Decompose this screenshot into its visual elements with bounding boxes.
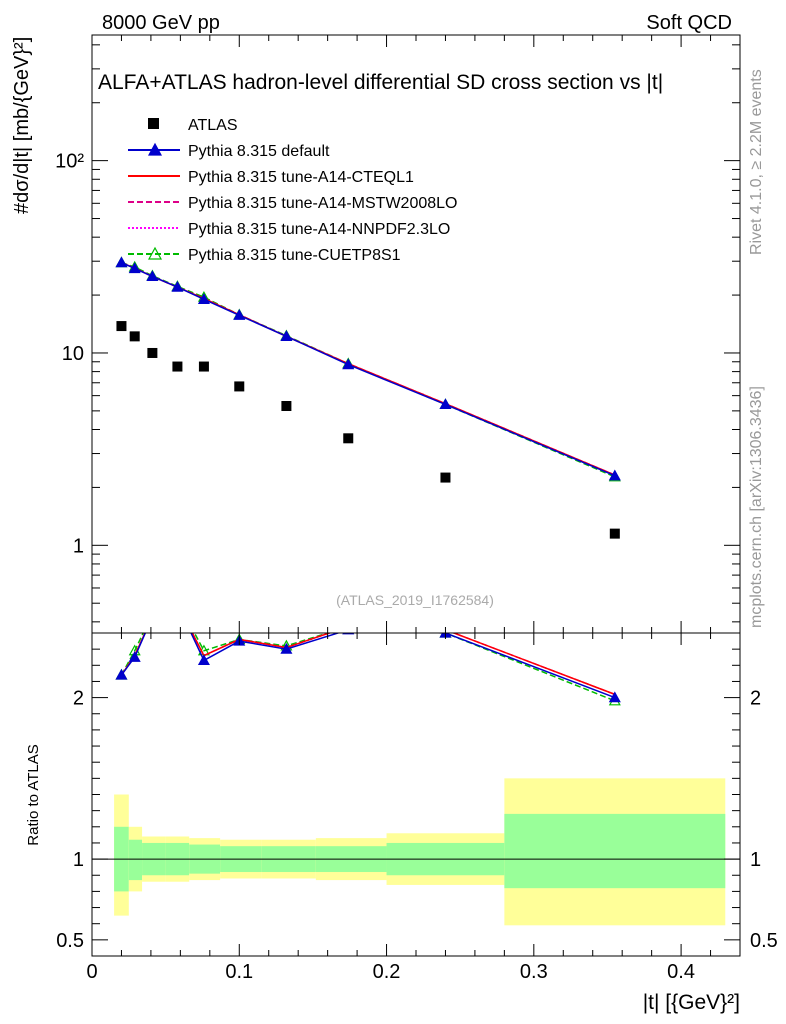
ratio-series-layer xyxy=(115,633,621,706)
main-y-tick-label: 10² xyxy=(55,151,84,173)
main-marker-pythia-8-315-default xyxy=(342,358,355,370)
ratio-line-pythia-8-315-tune-cuetp8s1 xyxy=(120,633,616,702)
ratio-marker-pythia-8-315-default xyxy=(115,668,128,680)
main-y-tick-label: 10 xyxy=(62,343,84,365)
ratio-marker-pythia-8-315-default xyxy=(280,642,293,654)
main-panel: 1 10 10² ALFA+ATLAS hadron-level different… xyxy=(11,34,741,634)
ratio-marker-pythia-8-315-default xyxy=(128,650,141,662)
legend-marker xyxy=(147,142,163,156)
atlas-data-point xyxy=(281,401,292,412)
main-marker-pythia-8-315-default xyxy=(608,469,621,481)
main-marker-pythia-8-315-default xyxy=(233,309,246,320)
ratio-y-axis-label: Ratio to ATLAS xyxy=(25,744,42,845)
ratio-line-pythia-8-315-default xyxy=(120,633,616,699)
legend-entry-pythia-8-315-tune-a14-nnpdf2-3lo: Pythia 8.315 tune-A14-NNPDF2.3LO xyxy=(128,221,450,238)
x-tick-label: 0.2 xyxy=(373,961,401,983)
ratio-marker-pythia-8-315-default xyxy=(608,691,621,703)
atlas-data-point xyxy=(234,381,245,392)
legend-entry-pythia-8-315-tune-cuetp8s1: Pythia 8.315 tune-CUETP8S1 xyxy=(128,246,401,264)
x-tick-label: 0 xyxy=(86,961,97,983)
legend-label: Pythia 8.315 tune-A14-CTEQL1 xyxy=(188,169,414,186)
legend-entry-atlas: ATLAS xyxy=(148,117,238,134)
legend-marker-atlas xyxy=(148,118,159,129)
ratio-panel: 0.5 0.5 1 1 2 2 Ratio to ATLAS xyxy=(25,632,778,957)
main-marker-pythia-8-315-default xyxy=(171,280,184,292)
legend-label: ATLAS xyxy=(188,117,238,134)
ratio-y-tick-label-left: 2 xyxy=(73,688,84,710)
main-line-pythia-8-315-default xyxy=(121,261,616,477)
atlas-data-point xyxy=(440,472,451,483)
x-axis-label: |t| [{GeV}²] xyxy=(643,991,740,1014)
legend-label: Pythia 8.315 default xyxy=(188,143,330,160)
atlas-data-point xyxy=(147,347,158,358)
main-y-axis-label: #dσ/d|t| [mb/{GeV}²] xyxy=(11,37,33,214)
ratio-y-tick-label-left: 1 xyxy=(73,849,84,871)
ratio-inner-band xyxy=(128,839,143,881)
main-marker-pythia-8-315-default xyxy=(115,256,128,268)
main-marker-pythia-8-315-default xyxy=(128,262,141,274)
atlas-data-point xyxy=(609,528,620,539)
legend-label: Pythia 8.315 tune-A14-MSTW2008LO xyxy=(188,195,457,212)
main-marker-pythia-8-315-default xyxy=(439,398,452,410)
x-axis-ticks: 0 0.1 0.2 0.3 0.4 xyxy=(86,35,712,983)
main-series-atlas xyxy=(116,321,620,539)
ratio-y-tick-label-right: 2 xyxy=(750,688,761,710)
atlas-data-point xyxy=(116,321,127,332)
atlas-data-point xyxy=(172,361,183,372)
analysis-id-label: (ATLAS_2019_I1762584) xyxy=(336,592,494,608)
legend-entry-pythia-8-315-default: Pythia 8.315 default xyxy=(128,142,330,160)
ratio-y-tick-label-left: 0.5 xyxy=(56,930,84,952)
legend-label: Pythia 8.315 tune-A14-NNPDF2.3LO xyxy=(188,221,450,238)
main-y-tick-label: 1 xyxy=(73,535,84,557)
legend-marker xyxy=(147,246,163,260)
main-y-axis-label-text: #dσ/d|t| [mb/{GeV}²] xyxy=(11,37,33,214)
ratio-y-ticks: 0.5 0.5 1 1 2 2 xyxy=(56,648,778,952)
atlas-data-point xyxy=(129,331,140,342)
source-label: mcplots.cern.ch [arXiv:1306.3436] xyxy=(748,386,765,628)
rivet-version-label: Rivet 4.1.0, ≥ 2.2M events xyxy=(748,69,765,255)
main-panel-background xyxy=(92,35,740,633)
energy-label: 8000 GeV pp xyxy=(102,12,220,34)
ratio-marker-pythia-8-315-default xyxy=(197,654,210,666)
legend-label: Pythia 8.315 tune-CUETP8S1 xyxy=(188,247,401,264)
x-tick-label: 0.3 xyxy=(520,961,548,983)
legend: ATLAS Pythia 8.315 default Pythia 8.315 tu… xyxy=(128,117,457,264)
ratio-y-tick-label-right: 1 xyxy=(750,849,761,871)
ratio-series-clipped xyxy=(115,633,621,706)
ratio-uncertainty-bands xyxy=(92,778,740,926)
main-series-layer xyxy=(115,256,621,539)
x-tick-label: 0.4 xyxy=(667,961,695,983)
atlas-data-point xyxy=(343,433,354,444)
main-y-ticks: 1 10 10² xyxy=(55,44,740,623)
category-label: Soft QCD xyxy=(646,12,732,34)
main-series-pythia-8-315-default xyxy=(115,256,621,481)
atlas-data-point xyxy=(198,361,209,372)
legend-entry-pythia-8-315-tune-a14-cteql1: Pythia 8.315 tune-A14-CTEQL1 xyxy=(128,169,414,186)
ratio-y-tick-label-right: 0.5 xyxy=(750,930,778,952)
ratio-inner-band xyxy=(504,813,726,889)
chart-title: ALFA+ATLAS hadron-level differential SD … xyxy=(98,71,663,94)
main-marker-pythia-8-315-default xyxy=(197,293,210,304)
main-marker-pythia-8-315-default xyxy=(280,330,293,341)
x-tick-label: 0.1 xyxy=(225,961,253,983)
legend-entry-pythia-8-315-tune-a14-mstw2008lo: Pythia 8.315 tune-A14-MSTW2008LO xyxy=(128,195,457,212)
main-marker-pythia-8-315-default xyxy=(146,270,159,282)
